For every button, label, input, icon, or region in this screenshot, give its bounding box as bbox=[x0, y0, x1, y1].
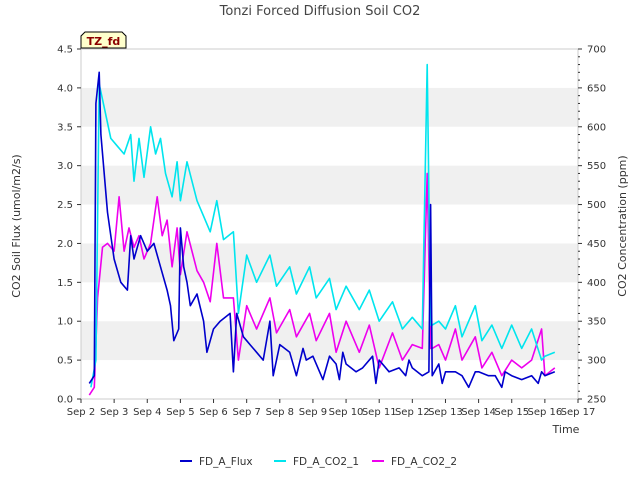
badge-box bbox=[80, 31, 127, 49]
y-left-tick-label: 4.0 bbox=[57, 83, 73, 94]
y-left-tick-label: 2.0 bbox=[57, 239, 73, 250]
y-right-tick-label: 250 bbox=[587, 395, 606, 406]
site-badge: TZ_fd bbox=[80, 31, 127, 49]
x-tick-label: Sep 5 bbox=[166, 407, 194, 418]
y-left-tick-label: 0.0 bbox=[57, 395, 73, 406]
y-right-tick-label: 350 bbox=[587, 317, 606, 328]
y-left-tick-label: 2.5 bbox=[57, 200, 73, 211]
y-left-tick-label: 0.5 bbox=[57, 356, 73, 367]
y-axis-right-label: CO2 Concentration (ppm) bbox=[616, 155, 629, 296]
series-layer bbox=[88, 63, 556, 396]
y-right-tick-label: 500 bbox=[587, 200, 606, 211]
x-tick-label: Sep 4 bbox=[133, 407, 161, 418]
grid-band bbox=[81, 321, 578, 361]
chart-title: Tonzi Forced Diffusion Soil CO2 bbox=[219, 4, 421, 19]
y-left-tick-label: 3.5 bbox=[57, 122, 73, 133]
series-line-fd-a-flux bbox=[88, 71, 556, 389]
grid-band bbox=[81, 165, 578, 205]
x-tick-label: Sep 7 bbox=[232, 407, 260, 418]
legend-label: FD_A_CO2_1 bbox=[293, 456, 359, 468]
y-right-tick-label: 400 bbox=[587, 278, 606, 289]
x-tick-label: Sep 10 bbox=[329, 407, 364, 418]
legend-label: FD_A_Flux bbox=[199, 456, 253, 468]
y-right-tick-label: 700 bbox=[587, 45, 606, 56]
x-tick-label: Sep 15 bbox=[494, 407, 529, 418]
y-left-tick-label: 1.0 bbox=[57, 317, 73, 328]
grid-band bbox=[81, 87, 578, 127]
y-left-tick-label: 3.0 bbox=[57, 161, 73, 172]
legend-label: FD_A_CO2_2 bbox=[391, 456, 457, 468]
y-right-tick-label: 450 bbox=[587, 239, 606, 250]
x-tick-label: Sep 14 bbox=[461, 407, 496, 418]
x-tick-label: Sep 3 bbox=[100, 407, 128, 418]
badge-label: TZ_fd bbox=[87, 35, 121, 48]
y-left-tick-label: 4.5 bbox=[57, 45, 73, 56]
y-axis-left-label: CO2 Soil Flux (umol/m2/s) bbox=[10, 154, 23, 297]
y-right-tick-label: 300 bbox=[587, 356, 606, 367]
x-tick-label: Sep 12 bbox=[395, 407, 430, 418]
y-left-tick-label: 1.5 bbox=[57, 278, 73, 289]
plot-frame bbox=[80, 48, 579, 400]
y-right-tick-label: 550 bbox=[587, 161, 606, 172]
x-tick-label: Sep 11 bbox=[362, 407, 397, 418]
x-tick-label: Sep 16 bbox=[527, 407, 562, 418]
x-tick-label: Sep 6 bbox=[199, 407, 227, 418]
x-tick-label: Sep 9 bbox=[299, 407, 327, 418]
x-tick-label: Sep 8 bbox=[266, 407, 294, 418]
grid-bands bbox=[81, 49, 578, 399]
axes: Sep 2 Sep 3 Sep 4 Sep 5 Sep 6 Sep 7 Sep 8 Sep 9… bbox=[57, 45, 606, 419]
series-line-fd-a-co2-1 bbox=[90, 63, 556, 388]
x-tick-label: Sep 2 bbox=[67, 407, 95, 418]
y-right-tick-label: 600 bbox=[587, 122, 606, 133]
x-axis-label: Time bbox=[552, 423, 580, 436]
x-tick-label: Sep 17 bbox=[561, 407, 596, 418]
y-right-tick-label: 650 bbox=[587, 83, 606, 94]
x-tick-label: Sep 13 bbox=[428, 407, 463, 418]
legend: FD_A_Flux FD_A_CO2_1 FD_A_CO2_2 bbox=[180, 456, 457, 468]
